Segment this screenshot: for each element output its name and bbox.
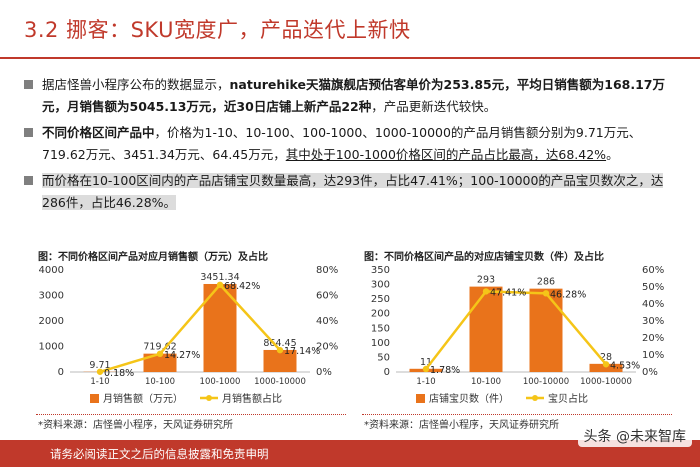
share-value-label: 46.28% xyxy=(550,289,586,300)
chart-2-source: *资料来源：店怪兽小程序，天风证券研究所 xyxy=(364,420,559,431)
y-tick-label: 0 xyxy=(58,367,64,378)
share-point xyxy=(96,368,104,375)
legend-line-label: 宝贝占比 xyxy=(548,392,588,405)
legend-bar-label: 月销售额（万元） xyxy=(103,392,183,405)
legend-bar-swatch xyxy=(416,394,425,403)
y2-tick-label: 0% xyxy=(642,367,658,378)
y-tick-label: 200 xyxy=(371,309,390,320)
share-line xyxy=(425,290,607,370)
y-tick-label: 300 xyxy=(371,280,390,291)
x-tick-label: 10-100 xyxy=(471,377,501,387)
y2-tick-label: 40% xyxy=(316,316,338,327)
y2-tick-label: 20% xyxy=(642,333,664,344)
x-tick-label: 10-100 xyxy=(145,377,175,387)
share-point xyxy=(542,290,550,297)
x-tick-label: 1000-10000 xyxy=(254,377,306,387)
chart-1-title: 图：不同价格区间产品对应月销售额（万元）及占比 xyxy=(38,252,268,263)
page-title: 3.2 挪客：SKU宽度广，产品迭代上新快 xyxy=(24,18,411,42)
share-point xyxy=(602,361,610,368)
footer-disclaimer: 请务必阅读正文之后的信息披露和免责申明 xyxy=(50,447,269,461)
bar-value-label: 3451.34 xyxy=(200,272,239,283)
bullet-square-icon xyxy=(24,176,33,185)
share-value-label: 68.42% xyxy=(224,281,260,292)
bullet-text: 不同价格区间产品中 xyxy=(42,125,155,140)
bullet-1: 据店怪兽小程序公布的数据显示，naturehike天猫旗舰店预估客单价为253.… xyxy=(24,74,684,118)
y2-tick-label: 10% xyxy=(642,350,664,361)
share-value-label: 0.18% xyxy=(104,368,134,379)
x-tick-label: 100-1000 xyxy=(200,377,241,387)
chart-1-source: *资料来源：店怪兽小程序，天风证券研究所 xyxy=(38,420,233,431)
y-tick-label: 50 xyxy=(377,352,390,363)
legend-line-marker xyxy=(206,395,212,401)
chart-1: 0 1000 2000 3000 4000 0% 20% 40% 60% 80% 9.71 1-10 7… xyxy=(39,265,339,405)
bar xyxy=(589,363,623,372)
y-tick-label: 100 xyxy=(371,338,390,349)
chart-2: 0 50 100 150 200 250 300 350 0% 10% 20% 30% 40% 50% 60… xyxy=(371,265,664,405)
y-tick-label: 150 xyxy=(371,323,390,334)
bar-value-label: 11 xyxy=(420,357,432,368)
y2-tick-label: 40% xyxy=(642,299,664,310)
bar xyxy=(529,288,563,372)
bar xyxy=(143,353,177,372)
share-point xyxy=(422,365,430,373)
y-tick-label: 4000 xyxy=(39,265,64,276)
bar-value-label: 9.71 xyxy=(89,360,110,371)
share-value-label: 47.41% xyxy=(490,287,526,298)
bar-value-label: 719.62 xyxy=(143,342,176,353)
x-tick-label: 1-10 xyxy=(90,377,109,387)
y-tick-label: 2000 xyxy=(39,316,64,327)
bar-value-label: 286 xyxy=(537,277,555,288)
y-tick-label: 3000 xyxy=(39,291,64,302)
bar xyxy=(263,349,297,372)
bullet-list: 据店怪兽小程序公布的数据显示，naturehike天猫旗舰店预估客单价为253.… xyxy=(24,74,684,218)
bullet-text: 其中处于100-1000价格区间的产品占比最高，达68.42% xyxy=(285,147,607,162)
legend-bar-swatch xyxy=(90,394,99,403)
bar xyxy=(469,286,503,372)
y2-tick-label: 60% xyxy=(316,291,338,302)
bar-value-label: 293 xyxy=(477,275,495,286)
watermark: 头条 @未来智库 xyxy=(577,425,692,447)
y2-tick-label: 30% xyxy=(642,316,664,327)
bullet-2: 不同价格区间产品中，价格为1-10、10-100、100-1000、1000-1… xyxy=(24,122,684,166)
share-value-label: 17.14% xyxy=(284,346,320,357)
bar-value-label: 28 xyxy=(600,352,612,363)
share-point xyxy=(216,281,224,288)
share-point xyxy=(156,350,164,358)
bullet-text: 。 xyxy=(606,147,619,162)
legend-bar-label: 店铺宝贝数（件） xyxy=(429,392,509,405)
y2-tick-label: 20% xyxy=(316,342,338,353)
bullet-text: 据店怪兽小程序公布的数据显示， xyxy=(42,77,230,92)
bullet-square-icon xyxy=(24,80,33,89)
y-tick-label: 1000 xyxy=(39,342,64,353)
chart-2-title: 图：不同价格区间产品的对应店铺宝贝数（件）及占比 xyxy=(364,252,604,263)
share-point xyxy=(276,346,284,354)
share-value-label: 4.53% xyxy=(610,360,640,371)
share-value-label: 14.27% xyxy=(164,350,200,361)
title-divider xyxy=(0,57,700,59)
y-tick-label: 250 xyxy=(371,294,390,305)
chart-1-source-rule xyxy=(36,414,346,415)
legend-line-marker xyxy=(532,395,538,401)
y2-tick-label: 50% xyxy=(642,282,664,293)
share-line xyxy=(99,282,281,373)
bullet-text: naturehike天猫旗舰店预估客单价为253.85元，平均日销售额为168.… xyxy=(42,77,665,114)
y-tick-label: 0 xyxy=(384,367,390,378)
share-point xyxy=(482,288,490,295)
bullet-text: ，价格为1-10、10-100、100-1000、1000-10000的产品月销… xyxy=(42,125,642,162)
y2-tick-label: 0% xyxy=(316,367,332,378)
legend-line-label: 月销售额占比 xyxy=(222,392,282,405)
y-tick-label: 350 xyxy=(371,265,390,276)
x-tick-label: 1-10 xyxy=(416,377,435,387)
chart-2-source-rule xyxy=(362,414,672,415)
share-value-label: 1.78% xyxy=(430,365,460,376)
bar-value-label: 864.45 xyxy=(263,338,296,349)
x-tick-label: 100-10000 xyxy=(523,377,569,387)
bullet-text: 而价格在10-100区间内的产品店铺宝贝数量最高，达293件，占比47.41%；… xyxy=(42,173,664,210)
bullet-square-icon xyxy=(24,128,33,137)
bullet-text: ，产品更新迭代较快。 xyxy=(371,99,497,114)
bullet-3: 而价格在10-100区间内的产品店铺宝贝数量最高，达293件，占比47.41%；… xyxy=(24,170,684,214)
y2-tick-label: 60% xyxy=(642,265,664,276)
x-tick-label: 1000-10000 xyxy=(580,377,632,387)
y2-tick-label: 80% xyxy=(316,265,338,276)
